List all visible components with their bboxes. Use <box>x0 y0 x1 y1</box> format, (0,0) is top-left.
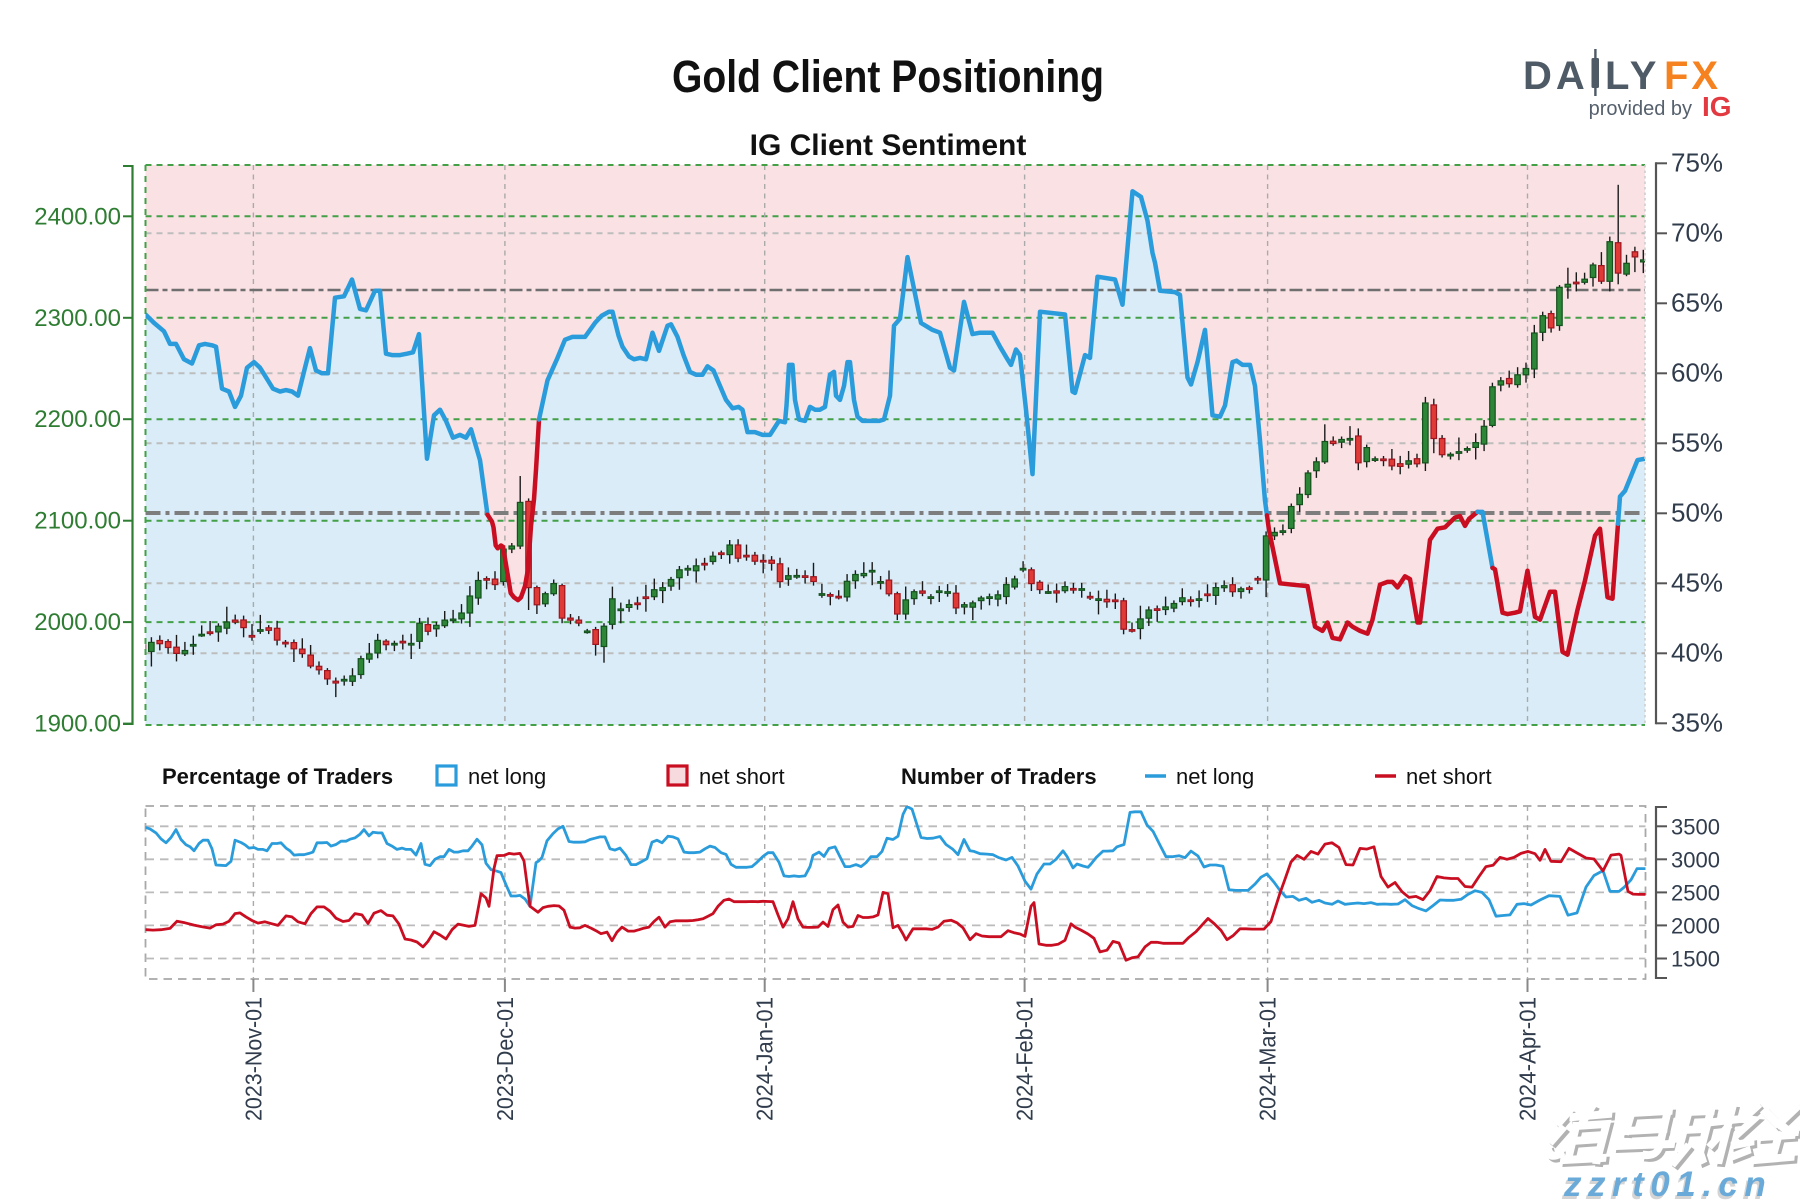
svg-text:net short: net short <box>1406 764 1492 789</box>
svg-text:2100.00: 2100.00 <box>34 508 121 535</box>
svg-text:60%: 60% <box>1671 357 1723 387</box>
svg-text:75%: 75% <box>1671 147 1723 177</box>
svg-text:Percentage of Traders: Percentage of Traders <box>162 764 393 789</box>
svg-text:2300.00: 2300.00 <box>34 305 121 332</box>
svg-text:2024-Mar-01: 2024-Mar-01 <box>1255 997 1281 1121</box>
svg-text:IG: IG <box>1702 91 1732 122</box>
svg-text:2400.00: 2400.00 <box>34 203 121 230</box>
svg-text:Number of Traders: Number of Traders <box>901 764 1097 789</box>
svg-text:2500: 2500 <box>1671 880 1720 905</box>
svg-text:FX: FX <box>1664 54 1721 98</box>
svg-text:IG Client Sentiment: IG Client Sentiment <box>750 129 1027 162</box>
svg-text:40%: 40% <box>1671 637 1723 667</box>
svg-text:1500: 1500 <box>1671 947 1720 972</box>
svg-text:LY: LY <box>1605 54 1660 98</box>
svg-text:1900.00: 1900.00 <box>34 711 121 738</box>
svg-text:2024-Apr-01: 2024-Apr-01 <box>1515 997 1541 1121</box>
svg-text:net short: net short <box>699 764 785 789</box>
svg-text:zzrt01.cn: zzrt01.cn <box>1561 1168 1770 1200</box>
svg-text:Gold Client Positioning: Gold Client Positioning <box>672 51 1104 102</box>
svg-text:3500: 3500 <box>1671 814 1720 839</box>
svg-text:3000: 3000 <box>1671 847 1720 872</box>
svg-text:provided by: provided by <box>1589 98 1692 120</box>
svg-text:70%: 70% <box>1671 217 1723 247</box>
svg-text:55%: 55% <box>1671 427 1723 457</box>
svg-text:35%: 35% <box>1671 707 1723 737</box>
svg-text:2200.00: 2200.00 <box>34 406 121 433</box>
svg-text:2000: 2000 <box>1671 913 1720 938</box>
svg-text:45%: 45% <box>1671 567 1723 597</box>
svg-text:2023-Dec-01: 2023-Dec-01 <box>492 997 518 1121</box>
svg-text:net long: net long <box>1176 764 1254 789</box>
svg-text:2000.00: 2000.00 <box>34 609 121 636</box>
svg-text:2023-Nov-01: 2023-Nov-01 <box>240 997 266 1121</box>
svg-text:DA: DA <box>1523 54 1589 98</box>
svg-text:50%: 50% <box>1671 497 1723 527</box>
svg-text:65%: 65% <box>1671 287 1723 317</box>
svg-text:2024-Feb-01: 2024-Feb-01 <box>1012 997 1038 1121</box>
svg-text:net long: net long <box>468 764 546 789</box>
svg-text:2024-Jan-01: 2024-Jan-01 <box>752 997 778 1121</box>
svg-text:zzrt01.cn: zzrt01.cn <box>1563 1165 1772 1200</box>
